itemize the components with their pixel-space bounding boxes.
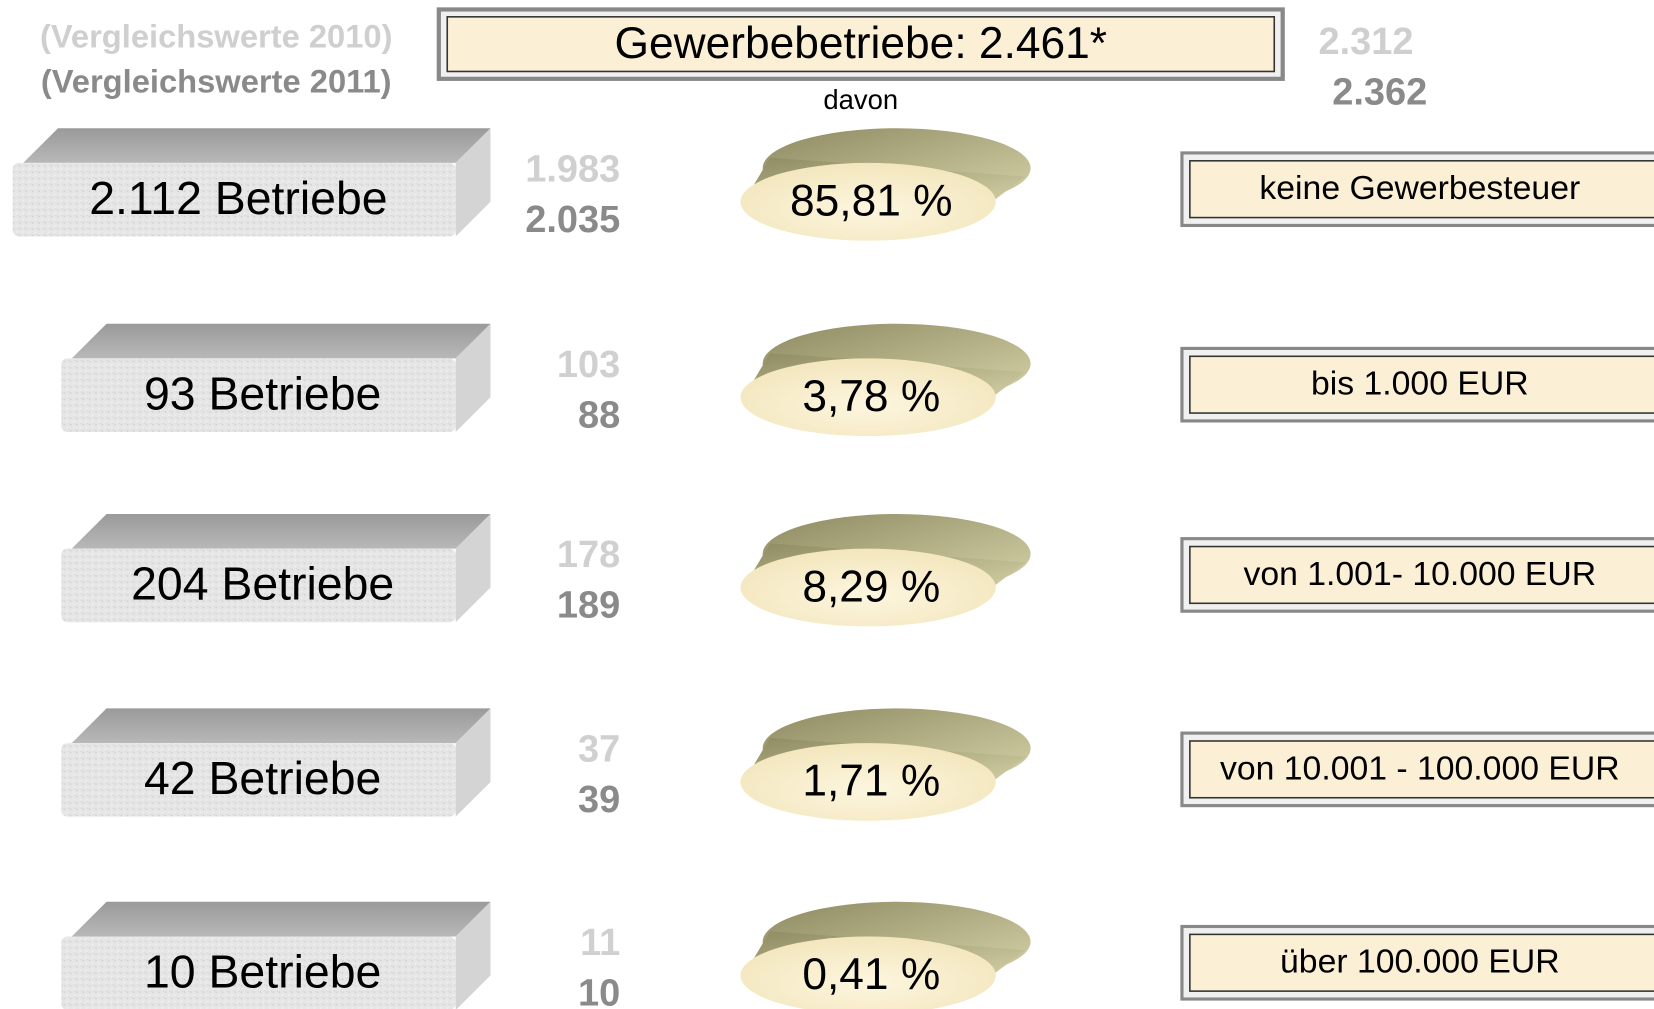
- compare-2010: 37: [578, 729, 620, 771]
- disc-face: [740, 548, 996, 627]
- category-label: bis 1.000 EUR: [1311, 366, 1529, 403]
- block-top: [23, 128, 491, 163]
- compare-2010: 11: [580, 922, 620, 964]
- block-side: [455, 323, 491, 432]
- block-side: [455, 128, 491, 237]
- block-front: [61, 743, 456, 817]
- count-label: 42 Betriebe: [144, 752, 381, 804]
- legend-2010: (Vergleichswerte 2010): [40, 18, 392, 55]
- compare-2011: 2.035: [525, 199, 620, 241]
- block-front: [61, 936, 456, 1009]
- count-label: 204 Betriebe: [131, 558, 394, 610]
- block-front: [61, 358, 456, 432]
- share-label: 1,71 %: [802, 757, 940, 806]
- category-label: von 1.001- 10.000 EUR: [1243, 556, 1596, 593]
- compare-2011: 10: [578, 972, 620, 1009]
- category-label: über 100.000 EUR: [1280, 944, 1560, 981]
- block-top: [71, 513, 491, 549]
- block-front: [61, 548, 456, 623]
- header-title: Gewerbebetriebe: 2.461*: [614, 19, 1107, 68]
- disc-face: [740, 936, 996, 1009]
- count-label: 93 Betriebe: [144, 368, 381, 420]
- block-front: [12, 162, 456, 237]
- category-label: von 10.001 - 100.000 EUR: [1220, 750, 1620, 787]
- block-side: [455, 708, 491, 817]
- header-subtitle: davon: [823, 84, 898, 115]
- share-label: 8,29 %: [802, 562, 940, 611]
- compare-2011: 88: [578, 394, 620, 436]
- disc-face: [740, 358, 996, 437]
- share-label: 0,41 %: [802, 950, 940, 999]
- header-box: [446, 16, 1276, 73]
- block-top: [71, 901, 491, 937]
- compare-2010: 1.983: [525, 148, 620, 190]
- share-label: 85,81 %: [790, 177, 953, 226]
- category-box: [1189, 933, 1654, 992]
- compare-2011: 189: [557, 585, 620, 627]
- category-box: [1189, 740, 1654, 799]
- category-box: [1189, 160, 1654, 219]
- category-label: keine Gewerbesteuer: [1259, 170, 1580, 207]
- compare-2011: 39: [578, 779, 620, 821]
- block-side: [455, 513, 491, 623]
- total-2011: 2.362: [1332, 72, 1427, 114]
- category-box: [1189, 355, 1654, 414]
- category-box: [1189, 545, 1654, 605]
- compare-2010: 178: [557, 534, 620, 576]
- share-label: 3,78 %: [802, 372, 940, 421]
- legend-2011: (Vergleichswerte 2011): [41, 63, 392, 100]
- count-label: 10 Betriebe: [144, 946, 381, 998]
- compare-2010: 103: [557, 344, 620, 386]
- disc-face: [740, 162, 996, 241]
- block-side: [455, 901, 491, 1009]
- block-top: [71, 708, 491, 744]
- total-2010: 2.312: [1319, 21, 1414, 63]
- disc-face: [740, 743, 996, 821]
- block-top: [71, 323, 491, 359]
- count-label: 2.112 Betriebe: [89, 172, 387, 224]
